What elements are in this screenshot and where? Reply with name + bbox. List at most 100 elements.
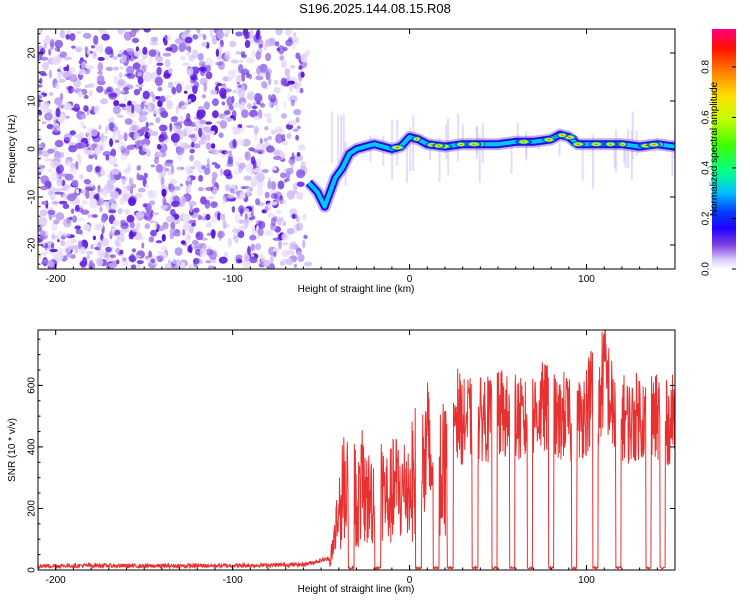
noise-blob — [258, 72, 267, 77]
noise-blob — [244, 39, 251, 49]
noise-blob — [199, 109, 206, 119]
noise-blob — [104, 89, 108, 95]
noise-blob — [288, 244, 296, 251]
noise-blob — [39, 209, 48, 217]
noise-blob — [290, 65, 296, 69]
noise-blob — [255, 51, 262, 60]
noise-blob — [123, 132, 128, 142]
noise-blob — [92, 235, 96, 241]
noise-blob — [193, 257, 200, 265]
noise-blob — [261, 146, 267, 154]
noise-blob — [95, 166, 101, 173]
noise-blob — [80, 189, 84, 194]
noise-blob — [281, 134, 286, 141]
noise-blob — [182, 40, 187, 50]
snr-panel: -200 -100 0 100 0 200 400 600 Height of straig… — [7, 329, 676, 595]
noise-blob — [116, 114, 124, 118]
noise-blob — [219, 168, 224, 176]
noise-blob — [100, 98, 109, 105]
noise-blob — [251, 253, 255, 258]
snr-series-line — [38, 330, 675, 570]
noise-blob — [290, 99, 295, 107]
noise-blob — [97, 249, 105, 259]
noise-blob — [252, 101, 257, 111]
noise-blob — [210, 143, 216, 149]
noise-blob — [38, 95, 42, 99]
noise-blob — [182, 198, 188, 202]
noise-blob — [89, 50, 93, 54]
noise-blob — [67, 193, 76, 202]
noise-blob — [205, 64, 212, 73]
noise-blob — [202, 34, 207, 40]
noise-blob — [135, 222, 141, 229]
noise-blob — [188, 169, 193, 173]
noise-blob — [156, 143, 162, 150]
noise-blob — [176, 258, 180, 267]
noise-blob — [263, 137, 269, 143]
noise-blob — [162, 196, 167, 206]
noise-blob — [38, 134, 43, 142]
snr-x-label: Height of straight line (km) — [298, 584, 415, 595]
noise-blob — [295, 117, 300, 123]
noise-blob — [197, 139, 207, 145]
noise-blob — [168, 67, 173, 74]
noise-blob — [110, 202, 118, 209]
noise-blob — [235, 161, 240, 167]
noise-blob — [230, 115, 235, 119]
noise-blob — [111, 168, 120, 175]
noise-blob — [137, 76, 144, 85]
noise-blob — [229, 184, 236, 189]
noise-blob — [109, 254, 116, 258]
noise-blob — [100, 145, 104, 152]
noise-blob — [89, 198, 98, 209]
noise-blob — [138, 115, 148, 122]
noise-blob — [207, 195, 215, 200]
noise-blob — [150, 229, 157, 237]
snr-x-tick-label: 0 — [407, 575, 413, 586]
noise-blob — [71, 215, 78, 223]
signal-streak — [631, 111, 634, 160]
noise-blob — [251, 105, 258, 109]
noise-blob — [99, 206, 103, 213]
noise-blob — [232, 129, 241, 135]
noise-blob — [234, 237, 239, 244]
noise-blob — [56, 251, 64, 261]
noise-blob — [205, 186, 214, 191]
spectrogram-x-label: Height of straight line (km) — [298, 284, 415, 295]
noise-blob — [86, 65, 95, 70]
noise-blob — [193, 207, 200, 213]
noise-blob — [280, 59, 287, 69]
noise-blob — [295, 222, 304, 231]
noise-blob — [288, 84, 294, 93]
noise-blob — [294, 154, 304, 162]
noise-blob — [222, 54, 230, 63]
noise-blob — [162, 52, 172, 57]
noise-blob — [296, 152, 301, 157]
noise-blob — [98, 29, 107, 34]
noise-blob — [134, 192, 143, 199]
noise-blob — [126, 185, 132, 191]
noise-blob — [245, 125, 255, 128]
noise-blob — [238, 205, 245, 214]
noise-blob — [261, 81, 268, 89]
noise-blob — [175, 104, 179, 115]
noise-blob — [50, 171, 58, 182]
noise-blob — [66, 64, 70, 72]
noise-blob — [101, 33, 110, 41]
noise-blob — [209, 29, 213, 38]
noise-blob — [240, 101, 246, 106]
noise-blob — [154, 96, 161, 100]
noise-blob — [52, 201, 59, 205]
noise-blob — [185, 29, 191, 34]
noise-blob — [227, 156, 233, 166]
noise-blob — [157, 51, 161, 57]
colorbar-gradient — [712, 29, 736, 269]
noise-blob — [283, 101, 287, 109]
noise-blob — [289, 208, 298, 216]
spectrogram-noise-region — [38, 29, 313, 269]
noise-blob — [171, 200, 180, 208]
noise-blob — [83, 149, 93, 155]
noise-blob — [211, 162, 218, 166]
noise-blob — [293, 32, 297, 37]
noise-blob — [191, 141, 195, 148]
